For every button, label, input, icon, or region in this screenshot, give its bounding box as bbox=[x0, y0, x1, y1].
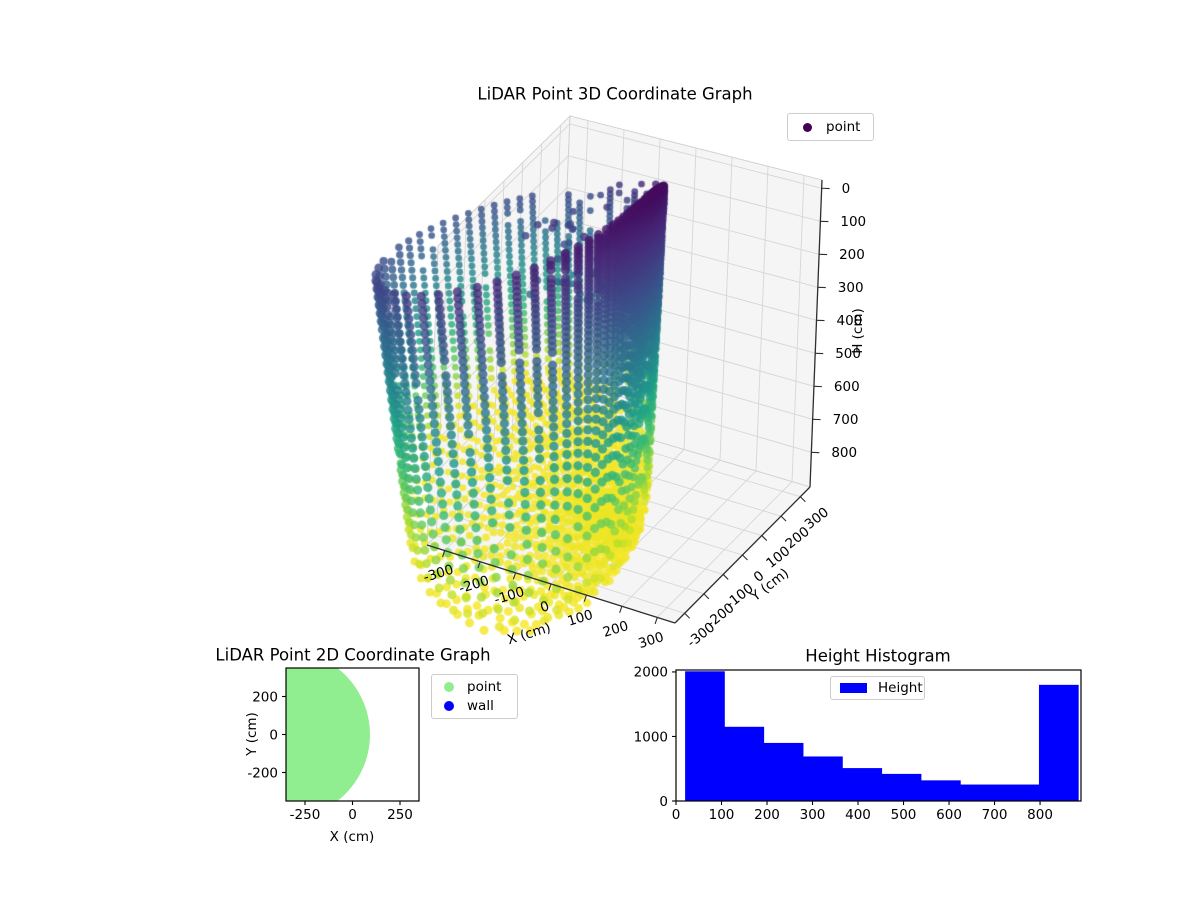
height-swatch-icon bbox=[840, 683, 867, 693]
svg-text:700: 700 bbox=[833, 412, 859, 428]
plot3d-xaxis-label: X (cm) bbox=[505, 619, 553, 649]
svg-text:250: 250 bbox=[387, 807, 413, 823]
svg-text:800: 800 bbox=[1027, 807, 1053, 823]
svg-text:200: 200 bbox=[783, 524, 813, 552]
svg-text:-200: -200 bbox=[703, 600, 737, 631]
legend-label: point bbox=[467, 679, 502, 695]
svg-text:300: 300 bbox=[636, 629, 665, 652]
svg-text:100: 100 bbox=[709, 807, 735, 823]
svg-text:300: 300 bbox=[838, 280, 864, 296]
svg-text:-300: -300 bbox=[684, 619, 718, 650]
svg-text:200: 200 bbox=[601, 618, 630, 641]
svg-text:200: 200 bbox=[252, 689, 278, 705]
svg-text:100: 100 bbox=[566, 607, 595, 630]
svg-text:0: 0 bbox=[269, 727, 278, 743]
legend-item-point: point bbox=[432, 679, 517, 695]
plot3d-title: LiDAR Point 3D Coordinate Graph bbox=[477, 84, 753, 104]
svg-text:200: 200 bbox=[839, 247, 865, 263]
point-marker-icon bbox=[444, 682, 454, 692]
histogram-title: Height Histogram bbox=[805, 646, 951, 666]
svg-text:0: 0 bbox=[672, 807, 681, 823]
svg-text:300: 300 bbox=[802, 504, 832, 532]
svg-text:-200: -200 bbox=[457, 573, 491, 597]
svg-text:-200: -200 bbox=[247, 765, 278, 781]
svg-text:1000: 1000 bbox=[634, 729, 668, 745]
plot2d-yaxis-label: Y (cm) bbox=[244, 712, 260, 756]
svg-text:100: 100 bbox=[840, 214, 866, 230]
plot3d-zaxis-label: H (cm) bbox=[850, 308, 866, 354]
legend-item-height: Height bbox=[831, 680, 924, 696]
svg-text:200: 200 bbox=[754, 807, 780, 823]
legend-label: point bbox=[826, 119, 861, 135]
legend-item-wall: wall bbox=[432, 698, 517, 714]
plot2d-xaxis-label: X (cm) bbox=[329, 829, 375, 845]
legend-item-point: point bbox=[788, 119, 873, 135]
svg-text:-300: -300 bbox=[422, 562, 456, 586]
svg-text:0: 0 bbox=[659, 794, 668, 810]
legend-label: wall bbox=[467, 698, 494, 714]
point-marker-icon bbox=[803, 122, 812, 132]
legend-label: Height bbox=[878, 680, 923, 696]
histogram-legend: Height bbox=[830, 676, 925, 700]
svg-text:500: 500 bbox=[891, 807, 917, 823]
plot2d-title: LiDAR Point 2D Coordinate Graph bbox=[215, 645, 491, 665]
wall-marker-icon bbox=[444, 701, 454, 711]
svg-text:600: 600 bbox=[834, 379, 860, 395]
plot3d-yaxis-label: Y (cm) bbox=[747, 565, 793, 605]
svg-text:800: 800 bbox=[831, 445, 857, 461]
svg-text:600: 600 bbox=[936, 807, 962, 823]
svg-text:2000: 2000 bbox=[634, 665, 668, 681]
svg-text:-100: -100 bbox=[492, 584, 526, 608]
svg-text:0: 0 bbox=[538, 598, 551, 616]
plot3d-legend: point bbox=[787, 113, 874, 141]
svg-text:700: 700 bbox=[982, 807, 1008, 823]
svg-text:0: 0 bbox=[348, 807, 357, 823]
plot2d-legend: point wall bbox=[431, 674, 518, 719]
svg-text:0: 0 bbox=[842, 181, 851, 197]
svg-text:300: 300 bbox=[800, 807, 826, 823]
svg-text:-250: -250 bbox=[290, 807, 321, 823]
svg-text:400: 400 bbox=[845, 807, 871, 823]
